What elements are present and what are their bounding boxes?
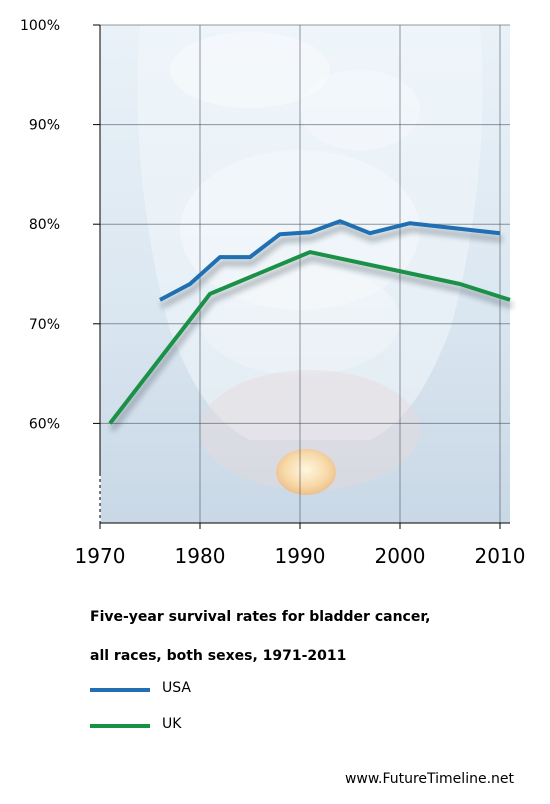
legend-label-usa: USA (162, 680, 191, 696)
y-tick-label: 70% (29, 317, 60, 333)
anatomy-background (100, 25, 510, 523)
bladder-illustration (276, 449, 336, 495)
liver-shape (170, 32, 330, 108)
y-tick-label: 80% (29, 217, 60, 233)
series-shadow-uk (110, 255, 513, 431)
chart-title-line-2: all races, both sexes, 1971-2011 (90, 648, 347, 664)
y-tick-labels: 60% 70% 80% 90% 100% (20, 18, 60, 432)
legend-label-uk: UK (162, 716, 182, 732)
legend-swatch-usa (90, 688, 150, 692)
pelvis-shape (200, 370, 420, 490)
stomach-shape (300, 70, 420, 150)
x-tick-label: 1990 (275, 544, 326, 568)
x-tick-label: 2010 (475, 544, 526, 568)
y-tick-label: 90% (29, 118, 60, 134)
chart-title-line-1: Five-year survival rates for bladder can… (90, 609, 431, 625)
y-tick-label: 100% (20, 18, 60, 34)
legend-swatch-uk (90, 724, 150, 728)
footer-credit[interactable]: www.FutureTimeline.net (344, 771, 514, 787)
x-tick-label: 2000 (375, 544, 426, 568)
series-shadow-usa (160, 224, 503, 309)
x-tick-label: 1980 (175, 544, 226, 568)
axes (99, 25, 510, 524)
x-tick-labels: 1970 1980 1990 2000 2010 (75, 544, 526, 568)
series-lines (108, 219, 513, 431)
x-tick-label: 1970 (75, 544, 126, 568)
series-line-uk (108, 250, 511, 425)
y-tick-label: 60% (29, 416, 60, 432)
line-chart: 60% 70% 80% 90% 100% 1970 1980 1990 2000 2010 (20, 18, 526, 568)
series-line-usa (159, 219, 501, 302)
